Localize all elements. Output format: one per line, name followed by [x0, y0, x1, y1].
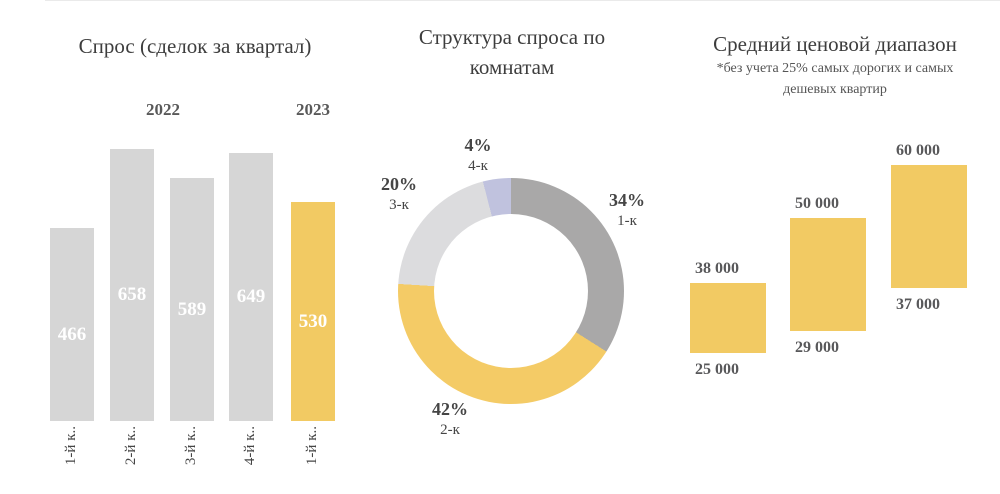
donut-segment-label: 20% 3-к — [354, 174, 444, 214]
demand-axis-label: 2-й к.. — [123, 426, 139, 466]
price-min-label: 37 000 — [896, 296, 940, 313]
rooms-chart-title: Структура спроса по комнатам — [418, 25, 606, 79]
demand-bar-value: 658 — [117, 284, 147, 305]
demand-axis-label: 1-й к.. — [63, 426, 79, 466]
demand-bar — [170, 178, 214, 421]
demand-chart-title: Спрос (сделок за квартал) — [78, 34, 312, 58]
price-chart-subtitle: *без учета 25% самых дорогих и самых деш… — [716, 61, 954, 97]
price-range-bar — [690, 283, 766, 353]
price-range-bar — [790, 218, 866, 331]
price-chart-title: Средний ценовой диапазон — [713, 32, 957, 56]
donut-room-label: 3-к — [389, 197, 409, 213]
donut-segment-label: 42% 2-к — [405, 399, 495, 439]
donut-room-label: 4-к — [468, 158, 488, 174]
donut-percent-value: 42% — [432, 399, 468, 419]
demand-bar — [291, 202, 335, 421]
demand-axis-label: 4-й к.. — [242, 426, 258, 466]
price-max-label: 38 000 — [695, 260, 739, 277]
donut-room-label: 1-к — [617, 213, 637, 229]
year-group-label-2023: 2023 — [296, 100, 330, 119]
donut-room-label: 2-к — [440, 422, 460, 438]
price-min-label: 25 000 — [695, 361, 739, 378]
demand-bar-value: 589 — [177, 299, 207, 320]
donut-hole — [434, 214, 588, 368]
demand-bar — [110, 149, 154, 421]
demand-bar — [50, 228, 94, 421]
demand-axis-label: 3-й к.. — [183, 426, 199, 466]
price-max-label: 60 000 — [896, 142, 940, 159]
demand-bar-value: 466 — [57, 324, 87, 345]
price-range-bar — [891, 165, 967, 288]
donut-percent-value: 34% — [609, 190, 645, 210]
year-group-label-2022: 2022 — [146, 100, 180, 119]
demand-bar-value: 649 — [236, 286, 266, 307]
price-max-label: 50 000 — [795, 195, 839, 212]
donut-segment-label: 34% 1-к — [582, 190, 672, 230]
donut-percent-value: 20% — [381, 174, 417, 194]
donut-segment-label: 4% 4-к — [433, 135, 523, 175]
demand-bar-value: 530 — [298, 311, 328, 332]
top-divider-line — [45, 0, 1000, 1]
donut-percent-value: 4% — [464, 135, 492, 155]
demand-axis-label: 1-й к.. — [304, 426, 320, 466]
demand-bar — [229, 153, 273, 421]
price-min-label: 29 000 — [795, 339, 839, 356]
